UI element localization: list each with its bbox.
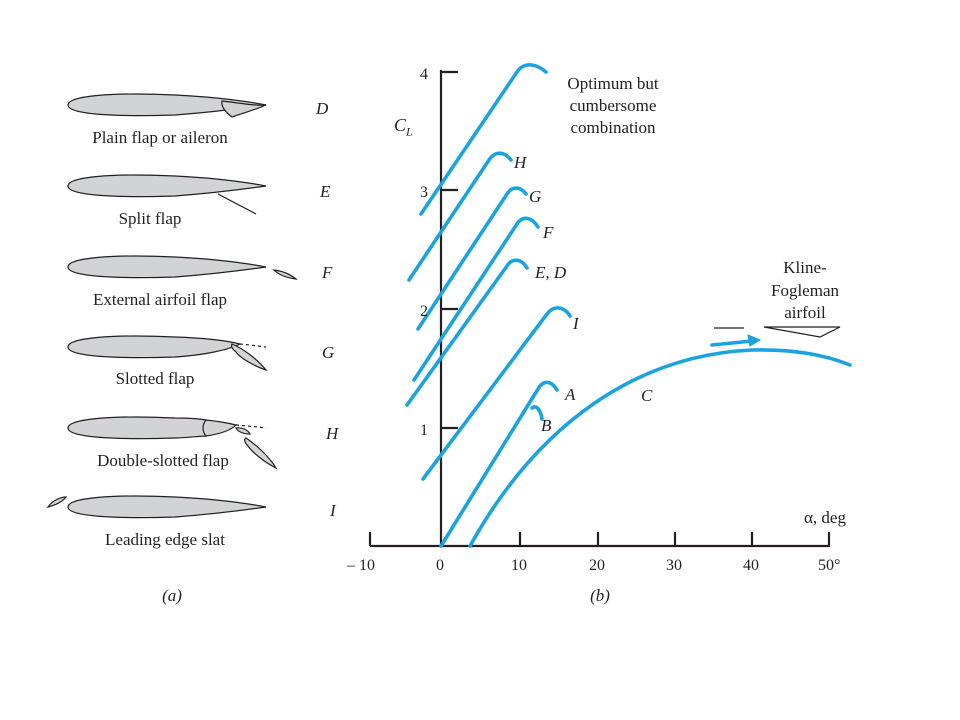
y-tick-label-4: 4 bbox=[420, 66, 428, 83]
curve-E-D bbox=[405, 258, 529, 407]
leading-edge-slat-icon bbox=[46, 495, 267, 519]
config-letter-D: D bbox=[316, 99, 329, 118]
curve-label-A: A bbox=[564, 385, 576, 404]
config-letter-F: F bbox=[322, 263, 333, 282]
x-tick-label-10: 10 bbox=[511, 557, 527, 574]
y-tick-label-3: 3 bbox=[420, 184, 428, 201]
x-tick-label-30: 30 bbox=[666, 557, 682, 574]
config-name-split-flap: Split flap bbox=[118, 209, 182, 228]
curve-label-E-D: E, D bbox=[534, 263, 567, 282]
slotted-flap-icon bbox=[67, 335, 268, 372]
y-axis-label-main: C bbox=[394, 115, 407, 135]
curve-label-B: B bbox=[541, 416, 552, 435]
y-tick-label-1: 1 bbox=[420, 422, 428, 439]
double-slotted-flap-icon bbox=[67, 416, 278, 470]
x-tick-label-neg10: – 10 bbox=[346, 557, 375, 574]
panel-a-caption: (a) bbox=[162, 586, 182, 605]
curve-label-G: G bbox=[529, 187, 541, 206]
y-tick-label-2: 2 bbox=[420, 303, 428, 320]
curve-B bbox=[530, 405, 544, 421]
annotation-kline-line2: Fogleman bbox=[771, 281, 839, 300]
panel-b-caption: (b) bbox=[590, 586, 610, 605]
x-axis-label: α, deg bbox=[804, 508, 846, 527]
annotation-optimum-line2: cumbersome bbox=[569, 96, 657, 115]
config-letter-I: I bbox=[330, 501, 336, 520]
curve-I bbox=[421, 306, 572, 481]
annotation-optimum-line3: combination bbox=[570, 118, 656, 137]
curve-label-I: I bbox=[572, 314, 580, 333]
external-airfoil-flap-icon bbox=[67, 255, 298, 280]
x-tick-label-0: 0 bbox=[436, 557, 444, 574]
config-name-leading-edge-slat: Leading edge slat bbox=[105, 530, 225, 549]
curve-H bbox=[407, 151, 513, 282]
curve-label-H: H bbox=[513, 153, 528, 172]
config-letter-G: G bbox=[322, 343, 335, 362]
config-name-external-airfoil-flap: External airfoil flap bbox=[92, 290, 228, 309]
y-ticks bbox=[441, 70, 458, 430]
x-tick-label-20: 20 bbox=[589, 557, 605, 574]
plain-flap-icon bbox=[67, 93, 267, 118]
curve-G bbox=[416, 186, 528, 331]
curve-label-F: F bbox=[542, 223, 554, 242]
curve-A bbox=[439, 380, 559, 548]
annotation-kline-line1: Kline- bbox=[783, 258, 827, 277]
y-axis-label: CL bbox=[394, 116, 413, 142]
config-letter-H: H bbox=[326, 424, 339, 443]
curve-label-C: C bbox=[641, 386, 653, 405]
y-axis-label-subscript: L bbox=[406, 124, 413, 139]
curve-optimum bbox=[419, 63, 548, 216]
x-ticks bbox=[368, 532, 831, 546]
curve-F bbox=[412, 216, 540, 382]
annotation-optimum-line1: Optimum but bbox=[567, 74, 659, 93]
config-name-slotted-flap: Slotted flap bbox=[115, 369, 195, 388]
annotation-kline-line3: airfoil bbox=[784, 303, 826, 322]
x-tick-label-40: 40 bbox=[743, 557, 759, 574]
config-name-plain-flap: Plain flap or aileron bbox=[92, 128, 228, 147]
x-tick-label-50: 50° bbox=[818, 557, 840, 574]
curve-C bbox=[468, 348, 852, 548]
config-name-double-slotted-flap: Double-slotted flap bbox=[97, 451, 229, 470]
kline-fogleman-sketch-icon bbox=[710, 326, 841, 347]
config-letter-E: E bbox=[320, 182, 331, 201]
split-flap-icon bbox=[67, 174, 267, 215]
